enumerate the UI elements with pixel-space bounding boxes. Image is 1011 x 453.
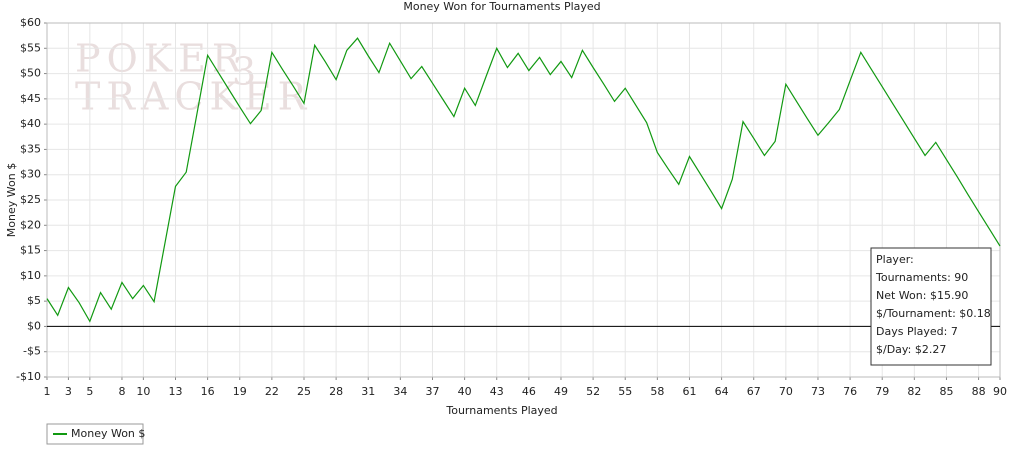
info-box <box>870 247 992 366</box>
x-tick-label: 90 <box>993 385 1007 398</box>
x-tick-label: 46 <box>522 385 536 398</box>
y-tick-label: $55 <box>20 41 41 54</box>
y-tick-label: $45 <box>20 92 41 105</box>
x-tick-label: 13 <box>168 385 182 398</box>
y-tick-label: -$10 <box>16 370 41 383</box>
info-line: Tournaments: 90 <box>875 271 968 284</box>
info-line: Player: <box>876 253 914 266</box>
y-tick-label: $40 <box>20 117 41 130</box>
y-tick-label: $30 <box>20 168 41 181</box>
x-tick-label: 70 <box>779 385 793 398</box>
y-tick-label: $60 <box>20 16 41 29</box>
x-tick-label: 34 <box>393 385 407 398</box>
y-tick-label: $25 <box>20 193 41 206</box>
x-tick-label: 61 <box>682 385 696 398</box>
legend-box <box>46 423 144 445</box>
x-tick-label: 82 <box>907 385 921 398</box>
info-line: Net Won: $15.90 <box>876 289 968 302</box>
watermark: TRACKER <box>75 75 312 119</box>
info-line: $/Tournament: $0.18 <box>876 307 991 320</box>
x-tick-label: 67 <box>747 385 761 398</box>
info-line: Days Played: 7 <box>876 325 958 338</box>
x-tick-label: 49 <box>554 385 568 398</box>
y-tick-label: $50 <box>20 67 41 80</box>
x-tick-label: 1 <box>44 385 51 398</box>
info-line: $/Day: $2.27 <box>876 343 946 356</box>
plot-frame <box>46 22 1001 378</box>
x-tick-label: 28 <box>329 385 343 398</box>
y-tick-label: $10 <box>20 269 41 282</box>
x-axis-label: Tournaments Played <box>445 404 557 417</box>
x-tick-label: 10 <box>136 385 150 398</box>
x-tick-label: 58 <box>650 385 664 398</box>
x-tick-label: 19 <box>233 385 247 398</box>
x-tick-label: 43 <box>490 385 504 398</box>
data-line <box>46 37 1001 323</box>
x-tick-label: 31 <box>361 385 375 398</box>
y-tick-label: $0 <box>27 319 41 332</box>
legend-label: Money Won $ <box>71 427 145 440</box>
chart-title: Money Won for Tournaments Played <box>403 0 600 13</box>
x-tick-label: 16 <box>201 385 215 398</box>
y-axis-label: Money Won $ <box>5 163 18 237</box>
x-tick-label: 76 <box>843 385 857 398</box>
x-tick-label: 5 <box>86 385 93 398</box>
y-tick-label: $35 <box>20 142 41 155</box>
x-tick-label: 85 <box>939 385 953 398</box>
y-tick-label: $5 <box>27 294 41 307</box>
watermark: 3 <box>232 50 262 94</box>
x-tick-label: 88 <box>972 385 986 398</box>
x-tick-label: 55 <box>618 385 632 398</box>
x-tick-label: 73 <box>811 385 825 398</box>
y-tick-label: $15 <box>20 244 41 257</box>
x-tick-label: 25 <box>297 385 311 398</box>
x-tick-label: 22 <box>265 385 279 398</box>
x-tick-label: 52 <box>586 385 600 398</box>
x-tick-label: 64 <box>715 385 729 398</box>
x-tick-label: 79 <box>875 385 889 398</box>
x-tick-label: 40 <box>458 385 472 398</box>
y-tick-label: -$5 <box>23 345 41 358</box>
x-tick-label: 3 <box>65 385 72 398</box>
x-tick-label: 37 <box>425 385 439 398</box>
y-tick-label: $20 <box>20 218 41 231</box>
x-tick-label: 8 <box>118 385 125 398</box>
